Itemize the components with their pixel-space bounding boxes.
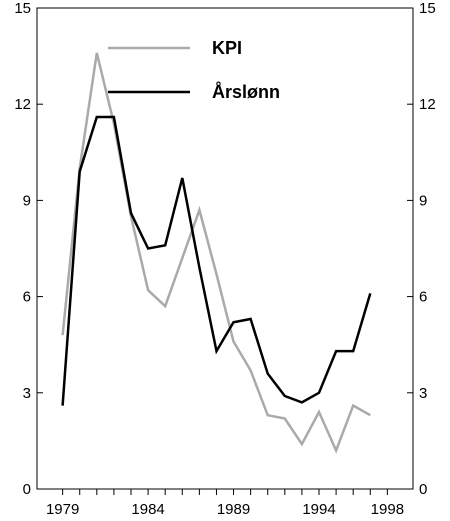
legend-label: Årslønn [212, 82, 280, 102]
x-tick-label: 1989 [217, 501, 250, 518]
y-tick-label-right: 15 [419, 0, 436, 17]
y-tick-label-left: 12 [14, 96, 31, 113]
y-tick-label-left: 0 [23, 481, 31, 498]
y-tick-label-right: 0 [419, 481, 427, 498]
series-line-arslonn [61, 115, 372, 406]
y-tick-label-right: 9 [419, 192, 427, 209]
legend-label: KPI [212, 38, 242, 58]
x-tick-label: 1998 [371, 501, 404, 518]
x-tick-label: 1994 [302, 501, 335, 518]
y-tick-label-right: 12 [419, 96, 436, 113]
x-axis: 1979 1984 1989 1994 1998 [46, 489, 404, 518]
y-tick-label-left: 9 [23, 192, 31, 209]
y-axis-right: 0 3 6 9 12 15 [407, 0, 436, 498]
x-tick-label: 1979 [46, 501, 79, 518]
series-line-kpi [61, 52, 371, 454]
y-tick-label-right: 6 [419, 289, 427, 306]
y-tick-label-left: 3 [23, 385, 31, 402]
y-tick-label-left: 15 [14, 0, 31, 17]
y-axis-left: 0 3 6 9 12 15 [14, 0, 43, 498]
plot-frame [36, 7, 414, 490]
x-tick-label: 1984 [131, 501, 164, 518]
y-tick-label-left: 6 [23, 289, 31, 306]
legend: KPI Årslønn [108, 38, 280, 102]
y-tick-label-right: 3 [419, 385, 427, 402]
series-layer [61, 52, 372, 454]
